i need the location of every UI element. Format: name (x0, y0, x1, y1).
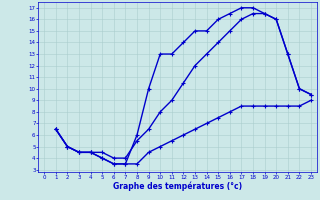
X-axis label: Graphe des températures (°c): Graphe des températures (°c) (113, 181, 242, 191)
